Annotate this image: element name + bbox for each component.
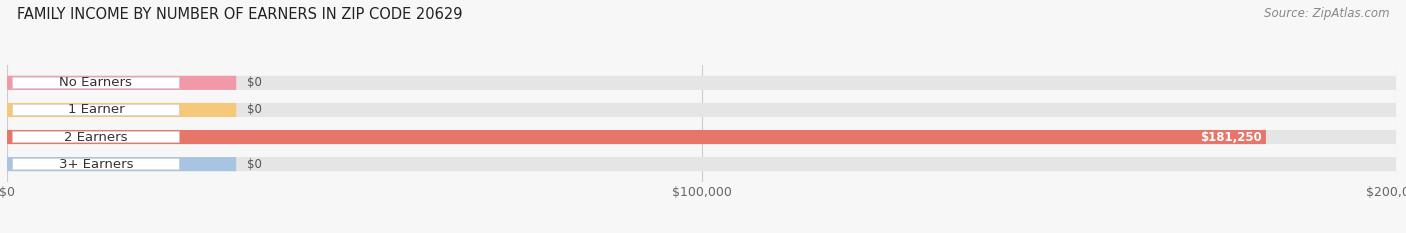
FancyBboxPatch shape (7, 103, 1396, 117)
FancyBboxPatch shape (7, 76, 1396, 90)
Text: Source: ZipAtlas.com: Source: ZipAtlas.com (1264, 7, 1389, 20)
Text: $0: $0 (247, 103, 263, 116)
Text: $181,250: $181,250 (1199, 130, 1261, 144)
FancyBboxPatch shape (7, 157, 236, 171)
FancyBboxPatch shape (7, 103, 236, 117)
FancyBboxPatch shape (7, 130, 1265, 144)
Text: 2 Earners: 2 Earners (65, 130, 128, 144)
Text: $0: $0 (247, 76, 263, 89)
FancyBboxPatch shape (13, 77, 180, 89)
FancyBboxPatch shape (13, 131, 180, 143)
FancyBboxPatch shape (7, 157, 1396, 171)
FancyBboxPatch shape (7, 130, 1396, 144)
Text: 3+ Earners: 3+ Earners (59, 158, 134, 171)
Text: FAMILY INCOME BY NUMBER OF EARNERS IN ZIP CODE 20629: FAMILY INCOME BY NUMBER OF EARNERS IN ZI… (17, 7, 463, 22)
Text: $0: $0 (247, 158, 263, 171)
FancyBboxPatch shape (7, 76, 236, 90)
Text: No Earners: No Earners (59, 76, 132, 89)
FancyBboxPatch shape (13, 104, 180, 116)
Text: 1 Earner: 1 Earner (67, 103, 124, 116)
FancyBboxPatch shape (13, 158, 180, 170)
